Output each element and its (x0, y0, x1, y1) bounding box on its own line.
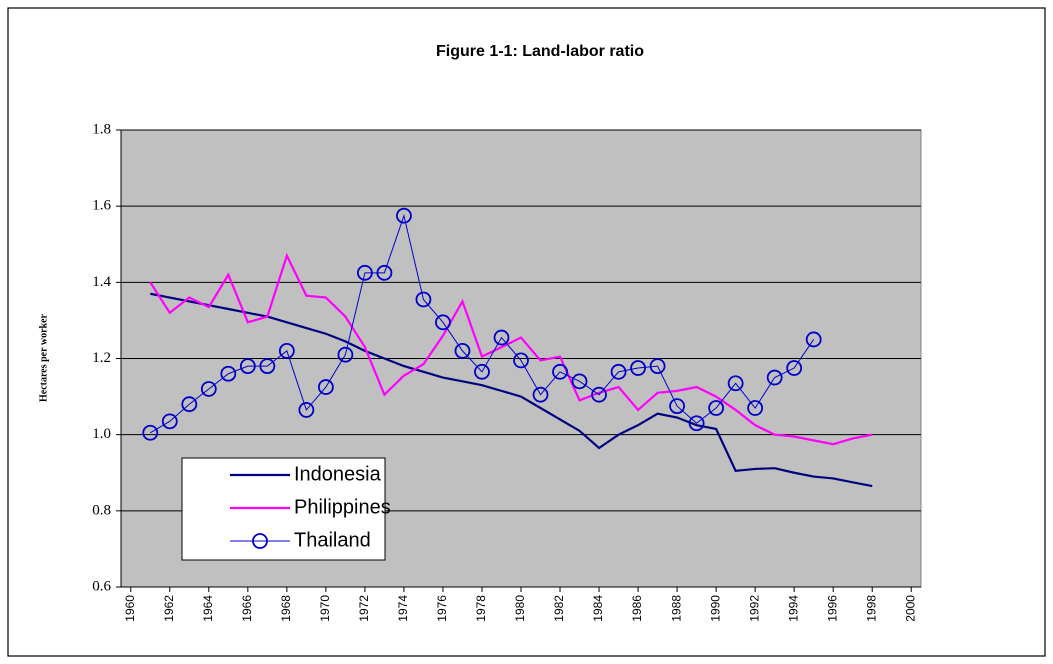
data-point (298, 402, 315, 418)
x-tick-label: 1984 (591, 595, 605, 622)
data-point (454, 342, 471, 359)
data-point (708, 400, 725, 416)
data-point (396, 207, 412, 224)
legend-label: Thailand (294, 529, 371, 551)
data-point (766, 369, 783, 386)
data-point (220, 365, 237, 382)
x-tick-label: 1968 (279, 595, 293, 622)
y-tick-label: 1.0 (92, 426, 111, 442)
y-tick-label: 1.4 (92, 274, 111, 290)
x-tick-label: 1992 (747, 595, 761, 622)
data-point (669, 398, 685, 415)
x-tick-label: 1986 (630, 595, 644, 622)
data-point (688, 415, 705, 432)
data-point (259, 358, 276, 375)
legend-label: Philippines (294, 496, 391, 518)
y-tick-label: 1.6 (92, 198, 111, 214)
data-point (786, 360, 803, 376)
y-axis-label: Hectares per worker (38, 313, 49, 401)
x-tick-label: 1974 (396, 595, 410, 622)
x-tick-label: 1962 (162, 595, 176, 622)
data-point (142, 424, 159, 441)
data-point (474, 363, 490, 380)
x-tick-label: 1970 (318, 595, 332, 622)
x-tick-label: 1988 (669, 595, 683, 622)
x-tick-label: 1994 (786, 595, 800, 622)
data-point (513, 352, 529, 369)
data-point (337, 346, 354, 363)
legend-marker (252, 533, 268, 549)
data-point (552, 363, 568, 380)
x-tick-label: 1964 (201, 595, 215, 622)
data-point (200, 381, 217, 397)
x-tick-label: 1996 (825, 595, 839, 622)
x-tick-label: 1972 (357, 595, 371, 622)
data-point (571, 373, 588, 390)
y-tick-label: 1.2 (92, 350, 111, 366)
data-point (317, 379, 334, 395)
x-tick-label: 2000 (903, 595, 917, 622)
data-point (376, 264, 393, 281)
x-tick-label: 1982 (552, 595, 566, 622)
series-line (149, 252, 873, 446)
x-tick-label: 1998 (864, 595, 878, 622)
data-point (181, 396, 198, 413)
x-tick-label: 1990 (708, 595, 722, 622)
data-point (435, 314, 451, 331)
data-point (591, 386, 607, 403)
data-point (239, 358, 256, 375)
data-point (493, 329, 510, 346)
data-point (278, 342, 295, 359)
y-tick-label: 0.6 (92, 578, 111, 594)
x-tick-label: 1966 (240, 595, 254, 622)
chart-title: Figure 1-1: Land-labor ratio (436, 43, 644, 60)
x-tick-label: 1976 (435, 595, 449, 622)
x-tick-label: 1960 (123, 595, 137, 622)
data-point (649, 358, 666, 375)
data-point (747, 400, 764, 416)
y-tick-label: 1.8 (92, 121, 111, 137)
x-tick-label: 1978 (474, 595, 488, 622)
data-point (415, 291, 432, 308)
data-point (357, 264, 373, 281)
data-point (630, 360, 646, 376)
data-point (805, 331, 822, 348)
legend-label: Indonesia (294, 463, 382, 485)
data-point (610, 363, 627, 380)
x-tick-label: 1980 (513, 595, 527, 622)
data-point (727, 375, 744, 392)
data-point (532, 386, 549, 403)
y-tick-label: 0.8 (92, 502, 111, 518)
series-line (150, 292, 873, 488)
data-point (161, 413, 178, 430)
